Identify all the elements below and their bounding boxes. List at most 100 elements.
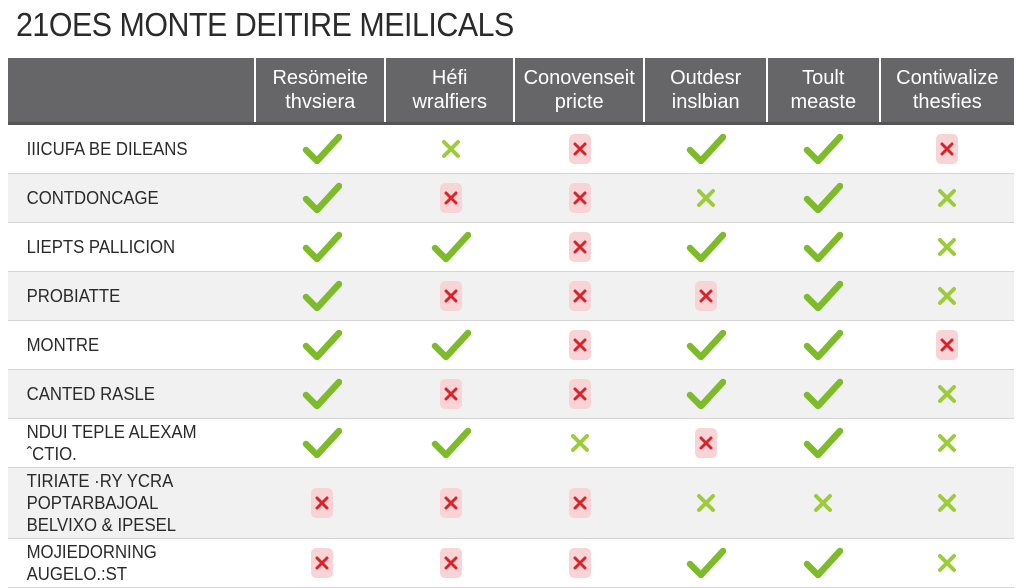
- table-row: NDUI TEPLE ALEXAM ˆCTIO.: [8, 419, 1014, 468]
- column-header: Contiwalize thesfies: [878, 58, 1014, 122]
- table-row: MONTRE: [8, 321, 1014, 370]
- table-body: IIICUFA BE DILEANS CONTDONCAGE LIEPTS PALL…: [8, 125, 1014, 588]
- light-cross-icon: [695, 187, 717, 209]
- table-cell: [515, 419, 645, 467]
- table-cell: [387, 125, 515, 173]
- table-cell: [879, 125, 1014, 173]
- red-cross-icon: [440, 548, 462, 578]
- check-icon: [803, 427, 843, 459]
- table-cell: [645, 272, 767, 320]
- table-cell: [767, 272, 879, 320]
- table-cell: [645, 468, 767, 538]
- table-cell: [515, 174, 645, 222]
- check-icon: [803, 133, 843, 165]
- red-cross-icon: [569, 134, 591, 164]
- table-cell: [879, 174, 1014, 222]
- table-cell: [879, 370, 1014, 418]
- red-cross-icon: [440, 488, 462, 518]
- table-cell: [515, 321, 645, 369]
- light-cross-icon: [569, 432, 591, 454]
- row-label: CANTED RASLE: [26, 384, 155, 404]
- check-icon: [302, 427, 342, 459]
- table-cell: [515, 370, 645, 418]
- light-cross-icon: [440, 138, 462, 160]
- red-cross-icon: [440, 281, 462, 311]
- table-cell: [767, 539, 879, 587]
- light-cross-icon: [695, 492, 717, 514]
- red-cross-icon: [935, 134, 958, 164]
- check-icon: [686, 329, 726, 361]
- table-cell: [645, 419, 767, 467]
- check-icon: [803, 280, 843, 312]
- table-cell: [387, 272, 515, 320]
- table-cell: [257, 370, 387, 418]
- table-cell: [645, 321, 767, 369]
- check-icon: [686, 378, 726, 410]
- check-icon: [302, 329, 342, 361]
- table-cell: [767, 174, 879, 222]
- table-cell: [879, 321, 1014, 369]
- row-label: TIRIATE ·RY YCRA POPTARBAJOAL BELVIXO & …: [26, 471, 177, 535]
- table-cell: [257, 174, 387, 222]
- table-row: LIEPTS PALLICION: [8, 223, 1014, 272]
- check-icon: [686, 547, 726, 579]
- red-cross-icon: [569, 330, 591, 360]
- light-cross-icon: [936, 552, 958, 574]
- check-icon: [431, 231, 471, 263]
- red-cross-icon: [569, 183, 591, 213]
- column-header: Resömeite thvsiera: [254, 58, 384, 122]
- row-label: LIEPTS PALLICION: [26, 237, 176, 257]
- table-cell: [257, 223, 387, 271]
- table-cell: [387, 321, 515, 369]
- row-label: MONTRE: [26, 335, 100, 355]
- light-cross-icon: [936, 285, 958, 307]
- red-cross-icon: [695, 281, 717, 311]
- check-icon: [302, 182, 342, 214]
- column-header: Toult measte: [765, 58, 879, 122]
- table-cell: [257, 419, 387, 467]
- column-header: Outdesr inslbian: [643, 58, 766, 122]
- light-cross-icon: [936, 187, 958, 209]
- table-cell: [645, 539, 767, 587]
- red-cross-icon: [569, 281, 591, 311]
- red-cross-icon: [569, 379, 591, 409]
- table-cell: [387, 370, 515, 418]
- table-cell: [879, 272, 1014, 320]
- red-cross-icon: [311, 488, 333, 518]
- table-cell: [515, 272, 645, 320]
- table-row: CONTDONCAGE: [8, 174, 1014, 223]
- row-label: IIICUFA BE DILEANS: [26, 139, 188, 159]
- check-icon: [302, 231, 342, 263]
- check-icon: [431, 329, 471, 361]
- column-header-empty: [8, 58, 254, 122]
- check-icon: [686, 231, 726, 263]
- table-cell: [767, 370, 879, 418]
- table-cell: [645, 370, 767, 418]
- table-row: MOJIEDORNING AUGELO.:ST: [8, 539, 1014, 588]
- table-cell: [879, 468, 1014, 538]
- table-cell: [515, 223, 645, 271]
- table-cell: [257, 321, 387, 369]
- row-label: PROBIATTE: [26, 286, 121, 306]
- table-row: TIRIATE ·RY YCRA POPTARBAJOAL BELVIXO & …: [8, 468, 1014, 539]
- table-cell: [257, 468, 387, 538]
- table-row: PROBIATTE: [8, 272, 1014, 321]
- light-cross-icon: [812, 492, 834, 514]
- table-cell: [767, 125, 879, 173]
- column-header: Héfi wralfiers: [384, 58, 512, 122]
- table-cell: [387, 223, 515, 271]
- light-cross-icon: [936, 236, 958, 258]
- table-row: IIICUFA BE DILEANS: [8, 125, 1014, 174]
- check-icon: [686, 133, 726, 165]
- table-cell: [767, 223, 879, 271]
- table-cell: [515, 468, 645, 538]
- check-icon: [803, 329, 843, 361]
- light-cross-icon: [936, 492, 958, 514]
- column-header: Conovenseit pricte: [512, 58, 643, 122]
- table-cell: [515, 539, 645, 587]
- table-cell: [257, 539, 387, 587]
- light-cross-icon: [936, 383, 958, 405]
- red-cross-icon: [569, 548, 591, 578]
- red-cross-icon: [569, 232, 591, 262]
- row-label: CONTDONCAGE: [26, 188, 159, 208]
